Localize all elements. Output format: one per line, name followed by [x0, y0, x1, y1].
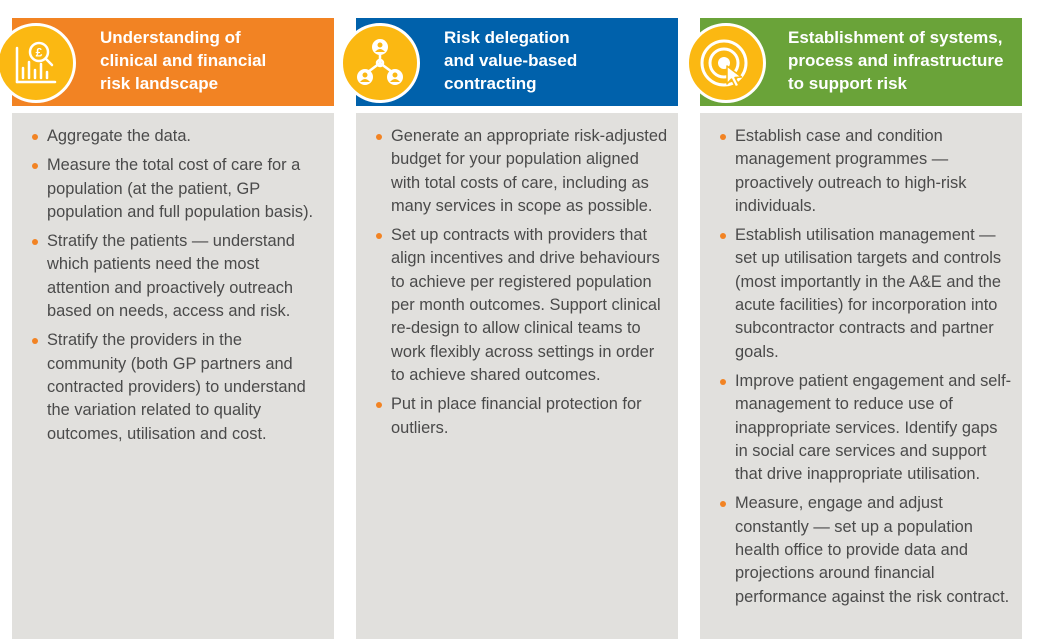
- target-cursor-icon: [686, 23, 766, 103]
- list-item: Establish utilisation management — set u…: [700, 224, 1012, 364]
- list-item: Measure the total cost of care for a pop…: [12, 154, 324, 224]
- people-network-icon: [340, 23, 420, 103]
- bullet-dot: [32, 163, 38, 170]
- column-header: Understanding of clinical and financial …: [12, 18, 334, 106]
- column-title: Risk delegation and value-based contract…: [444, 27, 578, 93]
- list-item: Generate an appropriate risk-adjusted bu…: [356, 125, 668, 218]
- column-body: Aggregate the data. Measure the total co…: [12, 113, 334, 639]
- svg-text:£: £: [36, 46, 43, 60]
- list-item: Improve patient engagement and self-mana…: [700, 370, 1012, 486]
- column-body: Generate an appropriate risk-adjusted bu…: [356, 113, 678, 639]
- list-item: Stratify the providers in the community …: [12, 329, 324, 445]
- list-item: Establish case and condition management …: [700, 125, 1012, 218]
- list-item: Stratify the patients — understand which…: [12, 230, 324, 323]
- column-clinical-financial-risk: Understanding of clinical and financial …: [0, 18, 334, 639]
- column-body: Establish case and condition management …: [700, 113, 1022, 639]
- bullet-dot: [376, 402, 382, 409]
- bullet-dot: [720, 501, 726, 508]
- column-risk-delegation: Risk delegation and value-based contract…: [340, 18, 678, 639]
- column-systems-infrastructure: Establishment of systems, process and in…: [686, 18, 1022, 639]
- bullet-dot: [720, 233, 726, 240]
- bullet-dot: [32, 134, 38, 140]
- bullet-dot: [376, 233, 382, 240]
- list-item: Measure, engage and adjust constantly — …: [700, 492, 1012, 608]
- bullet-list: Aggregate the data. Measure the total co…: [12, 113, 334, 446]
- column-title: Establishment of systems, process and in…: [788, 27, 1004, 93]
- bullet-dot: [32, 239, 38, 246]
- financial-analysis-icon: £: [0, 23, 76, 103]
- list-item: Set up contracts with providers that ali…: [356, 224, 668, 387]
- bullet-dot: [720, 134, 726, 140]
- bullet-list: Generate an appropriate risk-adjusted bu…: [356, 113, 678, 440]
- bullet-dot: [32, 338, 38, 345]
- bullet-dot: [720, 378, 726, 385]
- bullet-list: Establish case and condition management …: [700, 113, 1022, 609]
- column-title: Understanding of clinical and financial …: [100, 27, 267, 93]
- list-item: Aggregate the data.: [12, 125, 324, 148]
- list-item: Put in place financial protection for ou…: [356, 393, 668, 440]
- bullet-dot: [376, 134, 382, 140]
